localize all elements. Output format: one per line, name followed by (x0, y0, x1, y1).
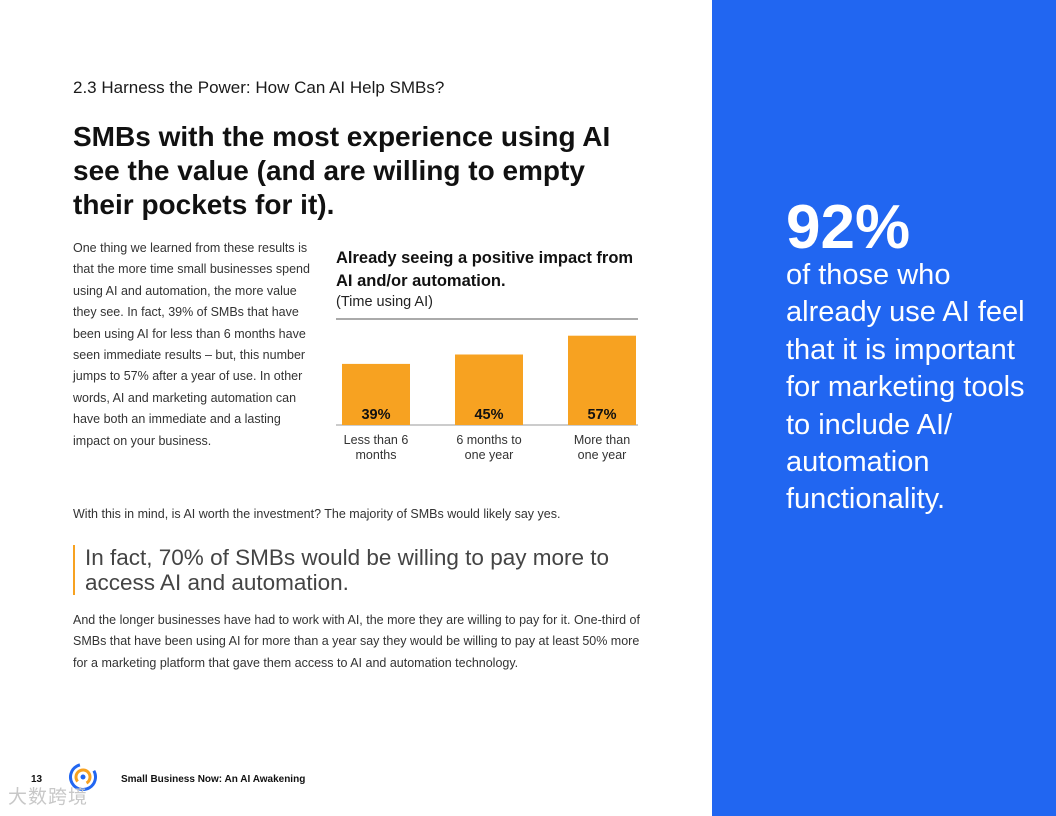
page-number: 13 (31, 774, 43, 785)
chart-bar (568, 335, 636, 425)
stat-description: of those who already use AI feel that it… (786, 259, 1025, 516)
chart-value-label: 57% (587, 407, 616, 423)
chart-category-label: 6 months to (456, 433, 521, 447)
stat-number: 92% (786, 193, 911, 262)
chart-bar (455, 354, 523, 425)
chart-title: Already seeing a positive impact from AI… (336, 249, 634, 290)
intro-paragraph: One thing we learned from these results … (73, 241, 310, 448)
constant-contact-logo-icon (69, 763, 97, 791)
chart-subtitle: (Time using AI) (336, 294, 433, 310)
stat-panel (712, 0, 1056, 816)
chart-value-label: 39% (361, 407, 390, 423)
chart-bar (342, 363, 410, 425)
chart-category-label: one year (578, 448, 627, 462)
chart-category-label: one year (465, 448, 514, 462)
document-title: Small Business Now: An AI Awakening (121, 774, 306, 785)
willingness-paragraph: And the longer businesses have had to wo… (73, 613, 640, 670)
page-headline: SMBs with the most experience using AI s… (73, 121, 611, 220)
chart-category-label: More than (574, 433, 630, 447)
pull-quote: In fact, 70% of SMBs would be willing to… (73, 545, 645, 595)
chart-value-label: 45% (474, 407, 503, 423)
watermark: 大数跨境 (8, 787, 89, 808)
chart-category-label: Less than 6 (344, 433, 409, 447)
chart-category-label: months (356, 448, 397, 462)
section-label: 2.3 Harness the Power: How Can AI Help S… (73, 78, 445, 97)
investment-paragraph: With this in mind, is AI worth the inves… (73, 507, 561, 521)
